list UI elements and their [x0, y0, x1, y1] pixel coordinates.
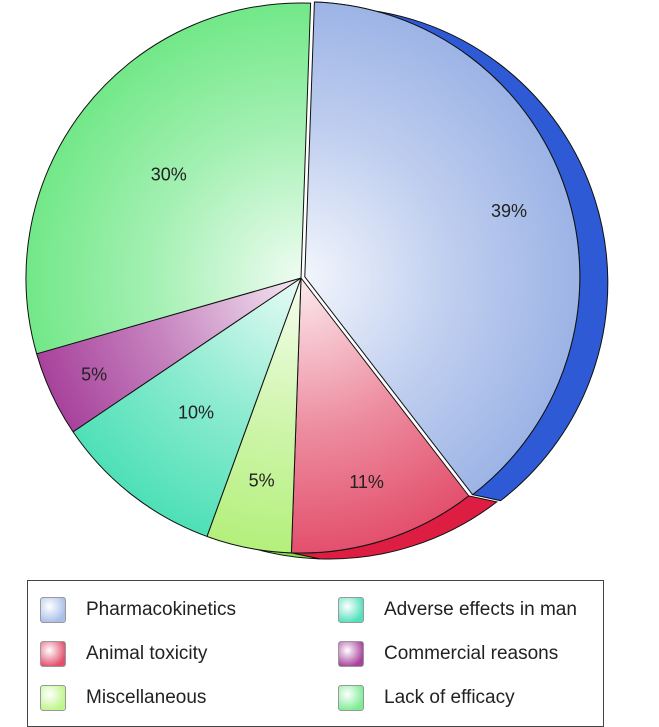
slice-label-animal-toxicity: 11% — [349, 472, 384, 492]
pie-slice-adverse-effects-in-man — [72, 277, 302, 537]
pie-label-layer: 39% 11% 5% 10% 5% 30% — [81, 165, 527, 493]
legend-item-adverse-effects: Adverse effects in man — [338, 595, 577, 625]
pie-slice-layer — [25, 1, 581, 554]
slice-label-adverse-effects-in-man: 10% — [178, 402, 214, 422]
legend-item-pharmacokinetics: Pharmacokinetics — [40, 595, 236, 625]
legend-swatch — [338, 685, 364, 711]
pie-slice-animal-toxicity — [290, 277, 470, 554]
legend-label: Lack of efficacy — [384, 687, 515, 708]
legend-label: Animal toxicity — [86, 643, 208, 664]
legend-swatch — [338, 641, 364, 667]
slice-label-pharmacokinetics: 39% — [491, 201, 527, 221]
legend-label: Adverse effects in man — [384, 599, 577, 620]
legend-swatch — [40, 641, 66, 667]
slice-label-lack-of-efficacy: 30% — [151, 165, 187, 185]
legend-swatch — [40, 685, 66, 711]
pie-chart: 39% 11% 5% 10% 5% 30% — [25, 1, 609, 560]
legend-swatch — [338, 597, 364, 623]
slice-label-miscellaneous: 5% — [249, 470, 275, 490]
pie-slice-pharmacokinetics — [304, 1, 581, 496]
legend: Pharmacokinetics Animal toxicity Miscell… — [27, 580, 604, 727]
legend-label: Pharmacokinetics — [86, 599, 236, 620]
slice-label-commercial-reasons: 5% — [81, 364, 107, 384]
pie-chart-svg: 39% 11% 5% 10% 5% 30% — [25, 1, 609, 560]
legend-label: Commercial reasons — [384, 643, 559, 664]
legend-label: Miscellaneous — [86, 687, 207, 708]
legend-item-lack-of-efficacy: Lack of efficacy — [338, 683, 515, 713]
legend-item-animal-toxicity: Animal toxicity — [40, 639, 207, 669]
legend-item-miscellaneous: Miscellaneous — [40, 683, 206, 713]
legend-swatch — [40, 597, 66, 623]
pie-slice-lack-of-efficacy — [25, 2, 312, 355]
legend-item-commercial-reasons: Commercial reasons — [338, 639, 558, 669]
